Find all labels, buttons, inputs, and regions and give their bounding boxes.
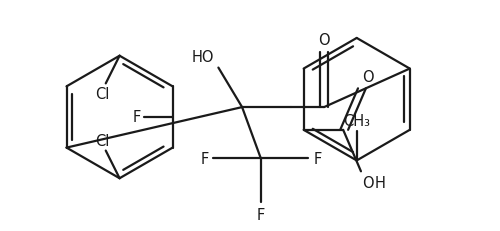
- Text: F: F: [200, 151, 208, 166]
- Text: Cl: Cl: [96, 87, 110, 102]
- Text: CH₃: CH₃: [343, 113, 370, 128]
- Text: Cl: Cl: [96, 133, 110, 148]
- Text: HO: HO: [192, 49, 214, 64]
- Text: F: F: [313, 151, 322, 166]
- Text: O: O: [318, 33, 330, 48]
- Text: F: F: [256, 207, 265, 222]
- Text: H: H: [375, 176, 386, 190]
- Text: O: O: [362, 176, 374, 190]
- Text: F: F: [133, 110, 141, 125]
- Text: O: O: [362, 70, 374, 85]
